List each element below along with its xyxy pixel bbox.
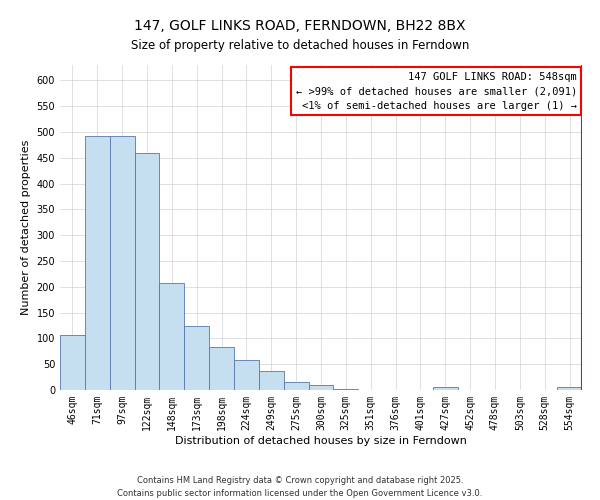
Text: Contains HM Land Registry data © Crown copyright and database right 2025.
Contai: Contains HM Land Registry data © Crown c… xyxy=(118,476,482,498)
Bar xyxy=(234,360,259,390)
Y-axis label: Number of detached properties: Number of detached properties xyxy=(21,140,31,315)
Bar xyxy=(184,326,209,390)
Bar xyxy=(308,385,334,390)
Bar xyxy=(433,388,458,390)
Bar xyxy=(110,136,134,390)
Bar xyxy=(209,347,234,390)
Text: 147, GOLF LINKS ROAD, FERNDOWN, BH22 8BX: 147, GOLF LINKS ROAD, FERNDOWN, BH22 8BX xyxy=(134,18,466,32)
Bar xyxy=(85,136,110,390)
Bar xyxy=(259,371,284,390)
Bar xyxy=(134,152,160,390)
X-axis label: Distribution of detached houses by size in Ferndown: Distribution of detached houses by size … xyxy=(175,436,467,446)
Bar xyxy=(160,282,184,390)
Text: Size of property relative to detached houses in Ferndown: Size of property relative to detached ho… xyxy=(131,40,469,52)
Text: 147 GOLF LINKS ROAD: 548sqm
← >99% of detached houses are smaller (2,091)
<1% of: 147 GOLF LINKS ROAD: 548sqm ← >99% of de… xyxy=(296,72,577,111)
Bar xyxy=(557,388,582,390)
Bar xyxy=(334,389,358,390)
Bar xyxy=(60,335,85,390)
Bar xyxy=(284,382,308,390)
